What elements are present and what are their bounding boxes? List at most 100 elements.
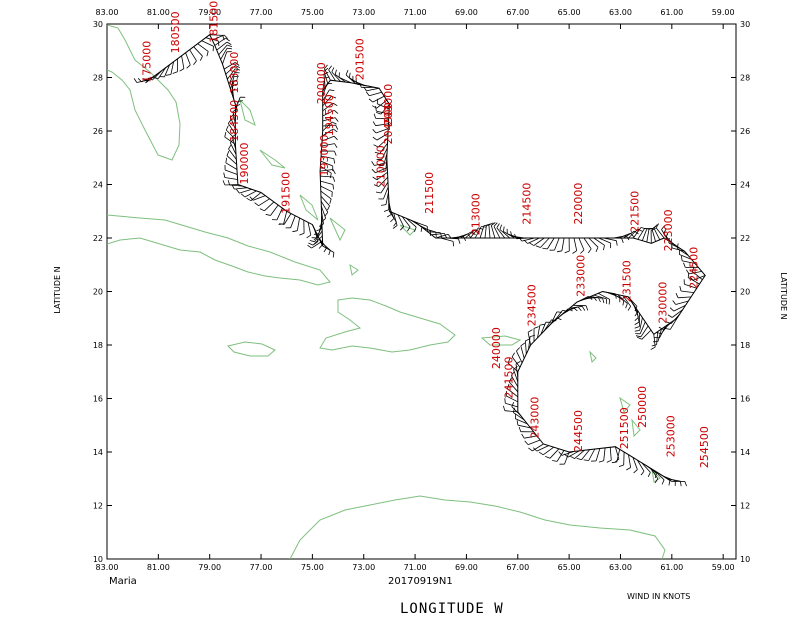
wind-barb [504, 398, 518, 408]
wind-barb [440, 237, 455, 247]
wind-barb [322, 83, 333, 97]
storm-name: Maria [109, 576, 137, 587]
wind-barb [679, 286, 694, 293]
wind-barb [572, 237, 578, 254]
lat-tick-label-right: 28 [740, 74, 750, 83]
wind-barb [227, 119, 236, 135]
lat-tick-label-left: 28 [93, 74, 103, 83]
wind-barb [372, 171, 388, 181]
wind-barb [378, 152, 388, 167]
time-label: 201500 [354, 38, 367, 80]
lat-tick-label-right: 20 [740, 288, 750, 297]
wind-barb [583, 448, 596, 461]
wind-barb [401, 216, 411, 232]
y-axis-label-left: LATITUDE N [53, 266, 62, 313]
wind-barb [322, 121, 337, 132]
wind-barb [320, 165, 332, 179]
wind-barb [503, 226, 515, 239]
wind-barb [226, 68, 241, 80]
wind-barb [410, 219, 423, 232]
wind-barb [516, 420, 531, 429]
time-label: 204500 [382, 102, 395, 144]
time-label: 243000 [528, 397, 541, 439]
wind-barb [529, 237, 545, 246]
wind-barb [312, 224, 318, 241]
lon-tick-label-bottom: 79.00 [198, 563, 221, 572]
wind-barb [225, 125, 236, 140]
wind-barb [397, 214, 405, 231]
time-label: 254500 [698, 426, 711, 468]
time-label: 253000 [664, 415, 677, 457]
lon-tick-label-top: 61.00 [660, 8, 683, 17]
wind-barb [383, 196, 390, 212]
wind-barb [524, 439, 541, 445]
wind-barb [373, 138, 389, 148]
time-label: 194500 [323, 94, 336, 136]
time-label: 203000 [382, 84, 395, 126]
time-label: 224500 [688, 247, 701, 289]
lon-tick-label-top: 73.00 [352, 8, 375, 17]
time-label: 214500 [521, 183, 534, 225]
wind-barb [179, 55, 185, 72]
wind-barb [172, 58, 178, 74]
wind-barb [508, 377, 519, 393]
wind-barb [373, 176, 389, 187]
lon-tick-label-top: 59.00 [712, 8, 735, 17]
wind-barb [371, 167, 388, 174]
wind-barb [499, 224, 511, 239]
wind-barb [320, 195, 330, 211]
time-label: 231500 [621, 260, 634, 302]
wind-barb [634, 309, 640, 326]
wind-barb [636, 459, 645, 476]
wind-barb [320, 160, 334, 172]
wind-barb [373, 113, 389, 120]
lon-tick-label-bottom: 73.00 [352, 563, 375, 572]
wind-barb [635, 325, 649, 338]
wind-barb [205, 37, 220, 46]
wind-barb [374, 142, 388, 154]
wind-barb [316, 233, 323, 249]
wind-barb [465, 229, 480, 239]
wind-barb [225, 65, 241, 75]
wind-barb [320, 175, 336, 182]
wind-barb [259, 201, 275, 212]
flight-id: 20170919N1 [388, 576, 453, 587]
wind-barb [654, 470, 665, 485]
lon-tick-label-bottom: 67.00 [506, 563, 529, 572]
wind-barb [193, 46, 203, 61]
wind-barb [685, 269, 702, 275]
wind-barb [431, 233, 448, 239]
wind-barb [645, 465, 657, 479]
time-label: 220000 [572, 183, 585, 225]
wind-barb [593, 294, 608, 304]
wind-barb [372, 121, 389, 127]
wind-barb [222, 180, 238, 186]
wind-barb [675, 293, 692, 299]
wind-barb [230, 75, 239, 90]
wind-barb [224, 164, 238, 175]
wind-barb [322, 124, 339, 130]
wind-barb [386, 201, 392, 218]
wind-barb [320, 190, 332, 204]
wind-barb [224, 132, 236, 145]
time-label: 183000 [228, 52, 241, 94]
wind-barb [537, 323, 545, 338]
lat-tick-label-left: 24 [93, 181, 103, 190]
time-label: 180500 [169, 11, 182, 53]
wind-barb [322, 76, 330, 91]
wind-barb [368, 95, 385, 103]
wind-barb [469, 227, 484, 239]
wind-barb [503, 405, 518, 413]
wind-barb [445, 237, 461, 244]
wind-barb [322, 89, 335, 102]
lat-tick-label-right: 10 [740, 555, 750, 564]
wind-barb [228, 72, 240, 85]
lat-tick-label-right: 14 [740, 448, 750, 457]
wind-barb [655, 223, 665, 239]
wind-barb [671, 480, 687, 487]
wind-barb [689, 275, 706, 281]
wind-barb [392, 212, 398, 229]
wind-barb [320, 169, 336, 175]
wind-barb [322, 117, 339, 122]
lon-tick-label-top: 63.00 [609, 8, 632, 17]
